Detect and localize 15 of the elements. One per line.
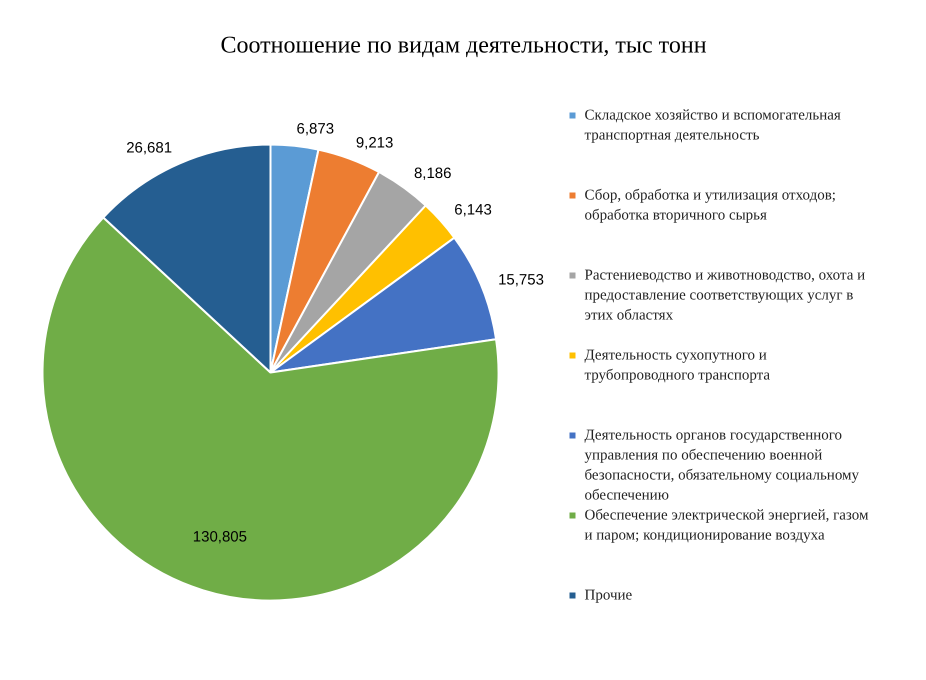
data-label: 26,681 bbox=[126, 140, 172, 157]
data-label: 8,186 bbox=[414, 165, 452, 182]
data-label: 130,805 bbox=[192, 528, 247, 546]
legend-label: Прочие bbox=[584, 588, 633, 604]
data-label: 9,213 bbox=[356, 134, 394, 152]
legend-label: Растениеводство и животноводство, охота и предоставление соответствующих услуг в этих областях bbox=[584, 268, 866, 324]
legend-label: Складское хозяйство и вспомогательная транспортная деятельность bbox=[584, 108, 841, 144]
data-label: 15,753 bbox=[498, 272, 544, 289]
data-label: 6,143 bbox=[454, 201, 492, 218]
legend-label: Сбор, обработка и утилизация отходов; обработка вторичного сырья bbox=[584, 188, 836, 224]
chart-title: Соотношение по видам деятельности, тыс тонн bbox=[220, 32, 707, 58]
legend-label: Деятельность сухопутного и трубопроводного транспорта bbox=[584, 348, 770, 384]
legend-label: Обеспечение электрической энергией, газом и паром; кондиционирование воздуха bbox=[584, 508, 869, 544]
data-label: 6,873 bbox=[296, 120, 334, 138]
legend-label: Деятельность органов государственного управления по обеспечению военной безопасности, обязательному социальному обеспечению bbox=[584, 428, 860, 504]
